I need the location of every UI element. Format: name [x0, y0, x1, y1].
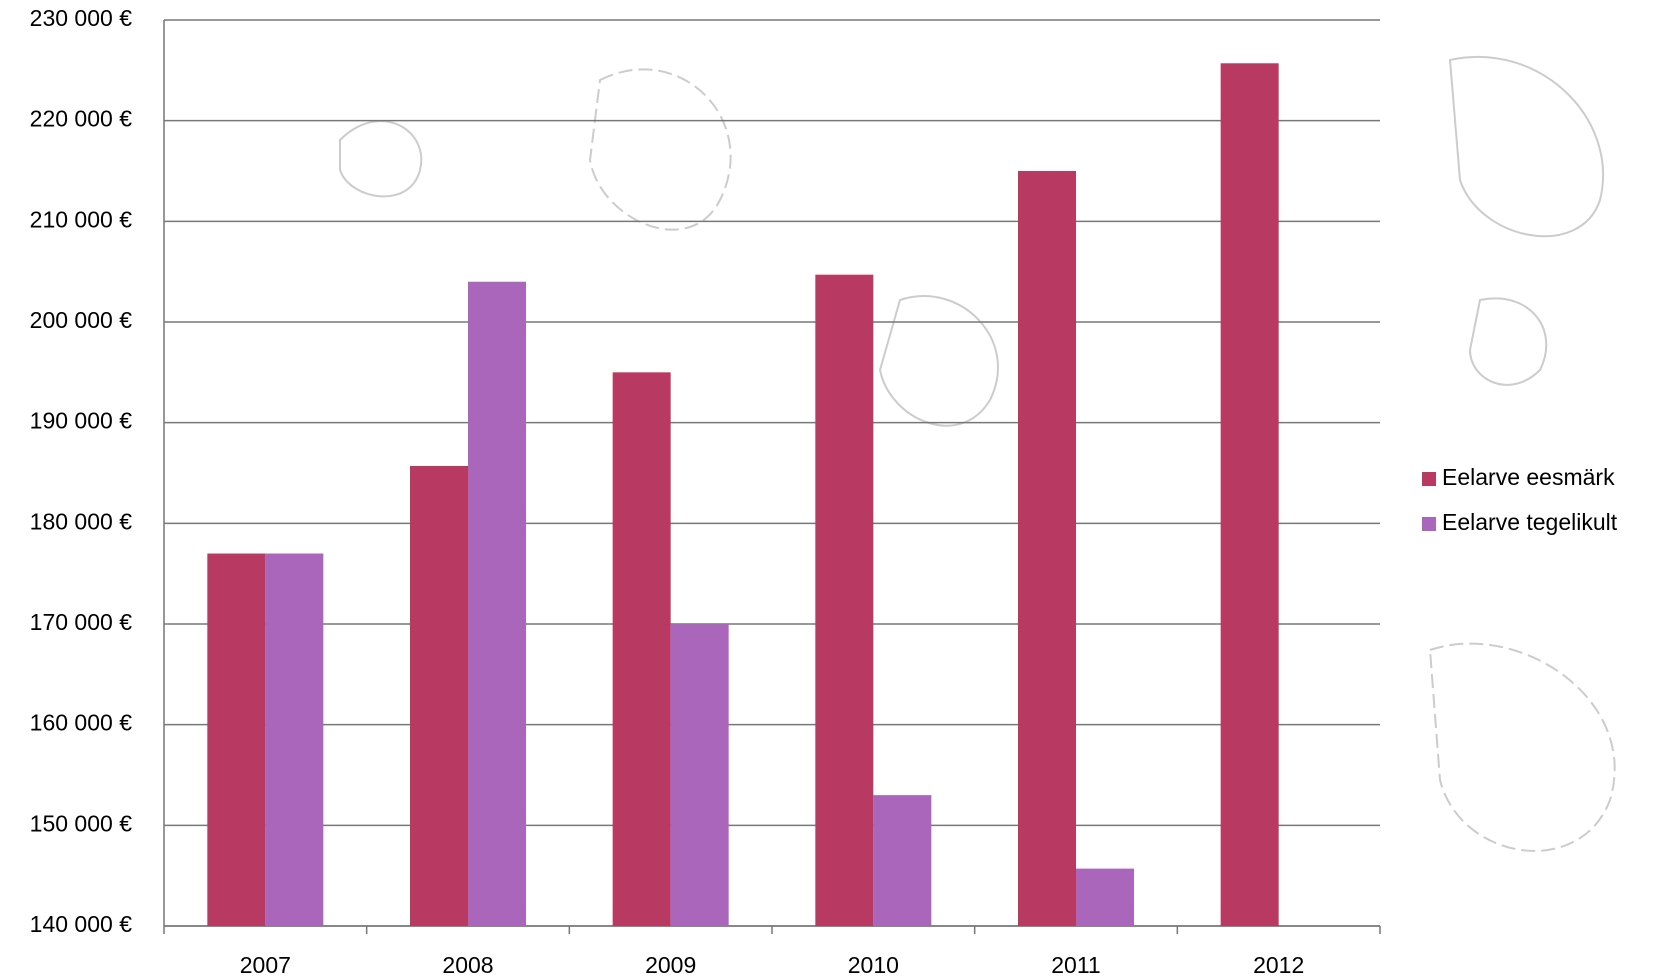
y-tick-label: 190 000 €: [30, 408, 133, 434]
y-tick-label: 160 000 €: [30, 710, 133, 736]
y-tick-label: 200 000 €: [30, 307, 133, 333]
y-tick-label: 180 000 €: [30, 508, 133, 534]
bar: [207, 553, 266, 926]
y-tick-label: 170 000 €: [30, 609, 133, 635]
x-tick-label: 2009: [645, 952, 696, 978]
background-contours: [339, 55, 1616, 852]
bar: [815, 274, 874, 927]
x-tick-label: 2012: [1253, 952, 1304, 978]
bar: [670, 624, 729, 926]
x-tick-label: 2011: [1051, 952, 1100, 978]
legend-swatch: [1422, 472, 1436, 486]
y-tick-label: 220 000 €: [30, 106, 133, 132]
legend-label: Eelarve eesmärk: [1442, 464, 1615, 490]
y-tick-label: 210 000 €: [30, 206, 133, 232]
bar: [1220, 63, 1279, 926]
bar: [410, 465, 468, 926]
x-tick-label: 2010: [848, 952, 899, 978]
y-tick-label: 230 000 €: [30, 5, 133, 31]
legend-swatch: [1422, 517, 1436, 531]
bar: [1076, 868, 1134, 926]
bar: [1018, 171, 1076, 926]
x-tick-label: 2007: [240, 952, 291, 978]
bar: [265, 553, 324, 926]
y-tick-label: 140 000 €: [30, 911, 133, 937]
x-tick-label: 2008: [442, 952, 493, 978]
bar: [873, 795, 932, 926]
legend-label: Eelarve tegelikult: [1442, 509, 1618, 535]
y-tick-label: 150 000 €: [30, 810, 133, 836]
bar: [468, 281, 526, 926]
bar: [612, 372, 671, 926]
